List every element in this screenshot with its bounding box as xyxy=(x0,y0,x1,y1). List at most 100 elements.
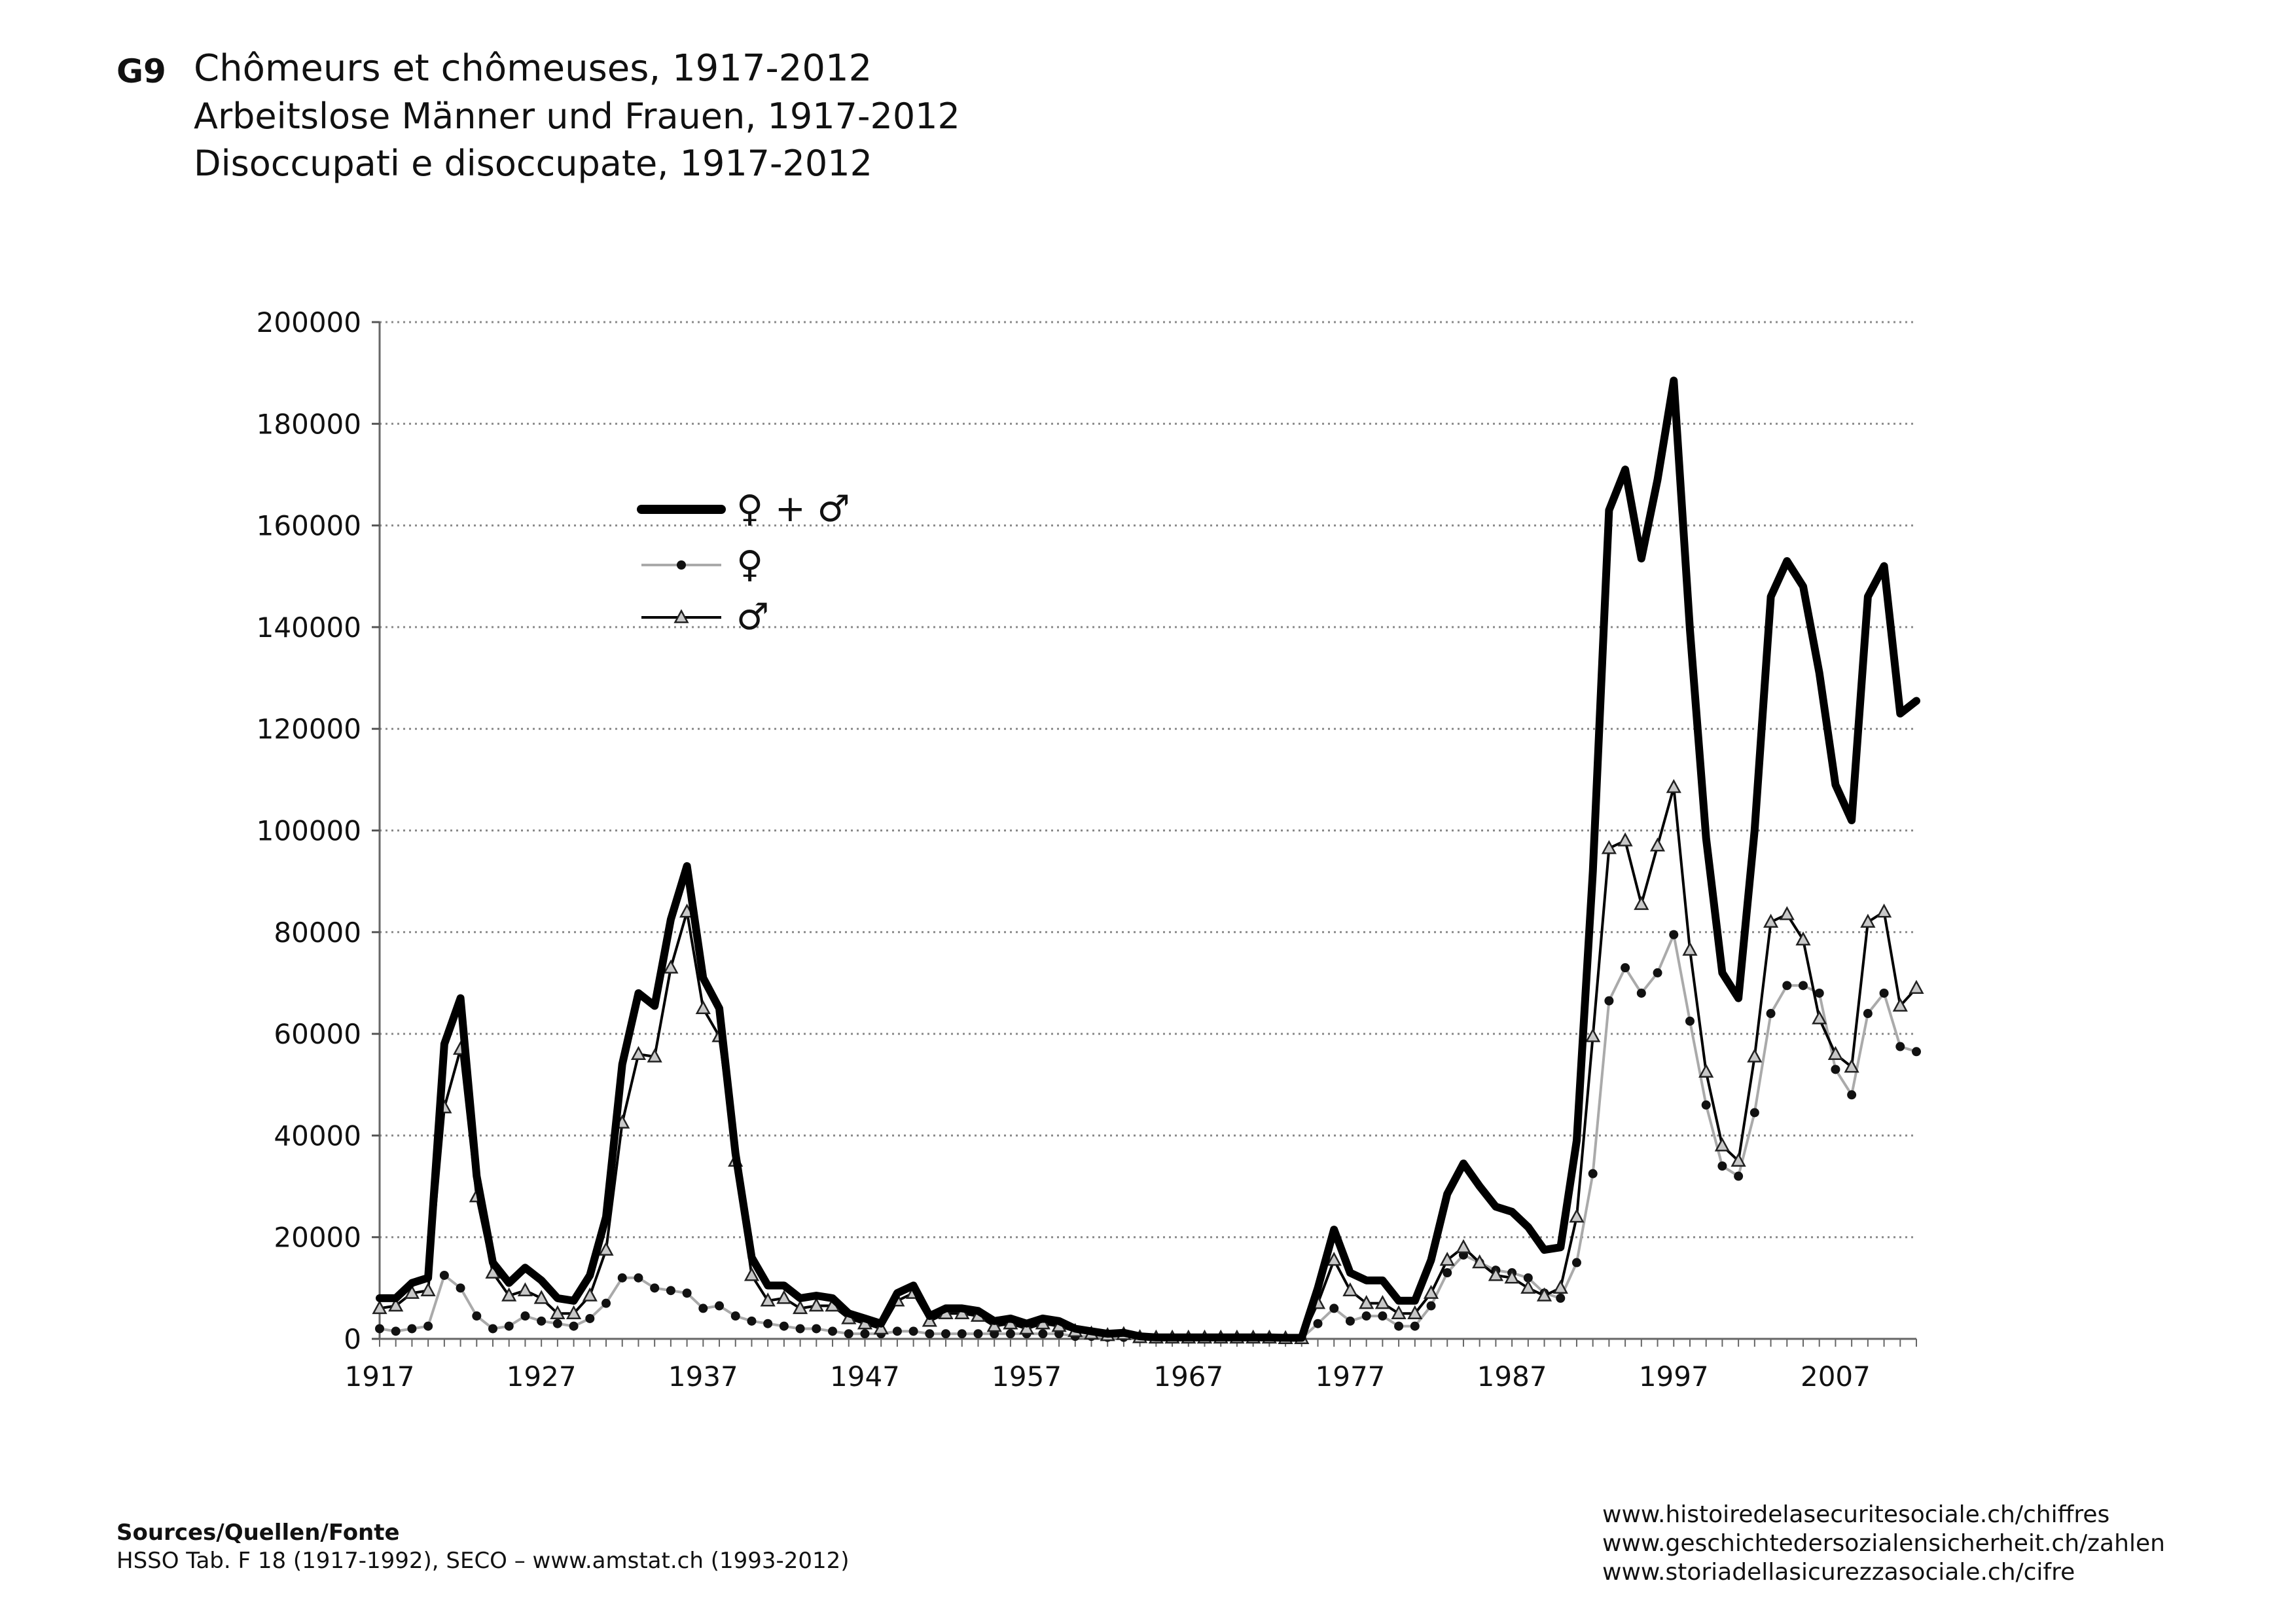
point-men xyxy=(533,1290,549,1304)
point-women xyxy=(1038,1329,1048,1339)
point-women xyxy=(1361,1311,1371,1321)
point-women xyxy=(472,1311,482,1321)
x-tick-label: 1957 xyxy=(992,1360,1062,1393)
point-men xyxy=(1407,1305,1423,1319)
url-french[interactable]: www.histoiredelasecuritesociale.ch/chiff… xyxy=(1602,1501,2110,1528)
point-men xyxy=(1649,837,1666,852)
sources-label: Sources/Quellen/Fonte xyxy=(117,1520,400,1546)
point-men xyxy=(388,1297,404,1312)
point-women xyxy=(908,1326,918,1336)
point-men xyxy=(922,1313,937,1327)
point-men xyxy=(1552,1279,1568,1294)
url-italian[interactable]: www.storiadellasicurezzasociale.ch/cifre xyxy=(1602,1559,2075,1586)
point-women xyxy=(892,1326,902,1336)
point-women xyxy=(1005,1329,1015,1339)
point-women xyxy=(1378,1311,1388,1321)
point-men xyxy=(1585,1028,1601,1042)
point-women xyxy=(795,1324,805,1334)
y-tick-label: 20000 xyxy=(274,1222,361,1254)
point-men xyxy=(1860,913,1876,928)
title-italian: Disoccupati e disoccupate, 1917-2012 xyxy=(194,143,872,184)
point-men xyxy=(1472,1254,1488,1269)
point-men xyxy=(1488,1267,1504,1281)
legend-entry-women: ♀ xyxy=(641,543,763,586)
point-women xyxy=(1701,1100,1711,1110)
point-women xyxy=(1426,1301,1436,1311)
point-men xyxy=(630,1046,647,1060)
point-men xyxy=(808,1297,824,1312)
point-women xyxy=(1814,988,1824,998)
point-men xyxy=(1779,905,1795,921)
legend-entry-men: ♂ xyxy=(641,596,769,638)
point-women xyxy=(488,1324,498,1334)
url-german[interactable]: www.geschichtedersozialensicherheit.ch/z… xyxy=(1602,1530,2165,1557)
x-tick-label: 1927 xyxy=(507,1360,577,1393)
series-line-men xyxy=(379,786,1918,1340)
point-men xyxy=(517,1282,533,1296)
point-men xyxy=(1342,1282,1358,1296)
point-men xyxy=(550,1305,565,1319)
point-women xyxy=(1604,996,1614,1006)
y-tick-label: 160000 xyxy=(257,510,361,542)
y-tick-label: 60000 xyxy=(274,1018,361,1050)
point-men xyxy=(1714,1137,1731,1152)
legend-entry-total: ♀ + ♂ xyxy=(637,488,850,530)
point-women xyxy=(1749,1108,1759,1118)
point-women xyxy=(1879,988,1889,998)
legend: ♀ + ♂ ♀ ♂ xyxy=(637,488,850,638)
point-women xyxy=(407,1324,417,1334)
point-women xyxy=(779,1321,789,1331)
point-women xyxy=(1717,1161,1727,1171)
point-men xyxy=(1876,903,1892,918)
point-women xyxy=(391,1326,401,1336)
point-men xyxy=(1569,1208,1585,1223)
point-men xyxy=(760,1292,776,1307)
legend-marker-men xyxy=(673,609,689,623)
y-tick-label: 180000 xyxy=(257,408,361,440)
point-women xyxy=(585,1313,595,1323)
point-men xyxy=(404,1285,420,1299)
point-men xyxy=(1682,941,1698,956)
point-women xyxy=(1345,1316,1355,1326)
x-tick-label: 1917 xyxy=(345,1360,415,1393)
point-women xyxy=(439,1270,449,1280)
legend-label: ♀ + ♂ xyxy=(736,488,850,530)
point-men xyxy=(1391,1305,1407,1319)
point-men xyxy=(582,1287,598,1302)
sources-block: Sources/Quellen/Fonte HSSO Tab. F 18 (19… xyxy=(117,1519,850,1575)
point-women xyxy=(504,1321,514,1331)
y-axis-ticks: 0 20000 40000 60000 80000 100000 120000 140000 1… xyxy=(257,306,380,1355)
point-men xyxy=(1763,913,1779,928)
y-tick-label: 80000 xyxy=(274,917,361,949)
point-women xyxy=(1669,930,1679,939)
title-german: Arbeitslose Männer und Frauen, 1917-2012 xyxy=(194,96,960,137)
point-women xyxy=(698,1304,708,1313)
point-women xyxy=(925,1329,935,1339)
point-women xyxy=(375,1324,384,1334)
point-women xyxy=(650,1283,660,1293)
point-women xyxy=(1556,1293,1566,1303)
point-women xyxy=(1653,968,1662,977)
x-tick-label: 1947 xyxy=(830,1360,900,1393)
x-axis-ticks: 1917 1927 1937 1947 1957 1967 1977 1987 1997 2007 xyxy=(345,1339,1917,1393)
point-women xyxy=(828,1326,838,1336)
point-men xyxy=(1909,979,1924,994)
y-tick-label: 40000 xyxy=(274,1120,361,1152)
point-men xyxy=(663,959,679,974)
point-women xyxy=(1313,1319,1323,1328)
point-men xyxy=(695,1000,711,1015)
point-women xyxy=(537,1316,547,1326)
point-men xyxy=(1374,1294,1391,1309)
point-women xyxy=(423,1321,433,1331)
legend-label: ♂ xyxy=(736,596,769,638)
y-tick-label: 200000 xyxy=(257,306,361,338)
point-women xyxy=(1523,1273,1533,1283)
point-men xyxy=(565,1305,582,1319)
point-men xyxy=(1827,1046,1844,1060)
point-women xyxy=(1782,981,1792,991)
point-women xyxy=(812,1324,821,1334)
point-women xyxy=(601,1298,611,1308)
point-men xyxy=(1359,1294,1374,1309)
point-men xyxy=(420,1282,436,1296)
